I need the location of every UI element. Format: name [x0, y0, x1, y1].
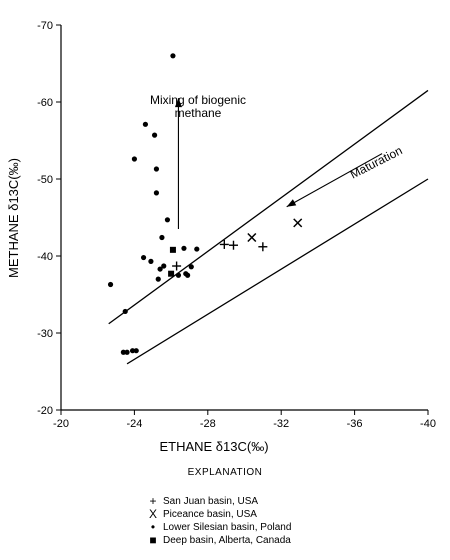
legend-heading: EXPLANATION	[187, 467, 263, 478]
legend-item: + San Juan basin, USA	[143, 495, 291, 508]
legend-item: ■ Deep basin, Alberta, Canada	[143, 534, 291, 547]
legend-label: Piceance basin, USA	[163, 509, 257, 520]
piceance-point	[247, 232, 257, 243]
data-points	[107, 53, 303, 355]
x-tick-label: -20	[53, 418, 69, 430]
silesian-point	[129, 348, 136, 354]
silesian-point	[153, 190, 160, 196]
silesian-point	[161, 263, 167, 269]
silesian-point	[194, 246, 200, 252]
silesian-point	[142, 121, 149, 127]
silesian-point	[159, 234, 165, 241]
mixing-annotation-line2: methane	[175, 106, 222, 120]
legend-item: • Lower Silesian basin, Poland	[143, 520, 292, 534]
silesian-point	[124, 349, 130, 355]
y-axis-title-text: METHANE δ13C(‰)	[6, 158, 21, 278]
alberta-point	[169, 246, 176, 253]
y-tick-label: -40	[37, 251, 53, 263]
mixing-arrow-head	[174, 98, 182, 108]
silesian-point	[131, 156, 137, 162]
mixing-annotation-line1: Mixing of biogenic	[150, 93, 246, 107]
alberta-point	[168, 270, 175, 277]
legend-label: Lower Silesian basin, Poland	[163, 522, 292, 533]
x-tick-label: -24	[126, 418, 142, 430]
san-juan-point	[172, 261, 182, 271]
x-tick-label: -40	[420, 418, 436, 430]
san-juan-point	[228, 240, 238, 250]
silesian-point	[148, 258, 154, 264]
silesian-point	[155, 276, 161, 282]
silesian-point	[170, 53, 176, 59]
y-axis-title: METHANE δ13C(‰)	[6, 158, 21, 278]
legend: + San Juan basin, USA X Piceance basin, …	[143, 495, 291, 547]
square-marker-icon: ■	[149, 533, 157, 547]
y-tick-label: -30	[37, 328, 53, 340]
silesian-point	[133, 348, 139, 354]
maturation-arrow-line	[286, 153, 383, 208]
bounding-lines	[108, 89, 429, 365]
legend-item: X Piceance basin, USA	[143, 508, 291, 521]
plus-marker-icon: +	[149, 494, 157, 508]
x-tick-label: -36	[347, 418, 363, 430]
san-juan-point	[258, 242, 268, 252]
silesian-point	[120, 349, 126, 355]
y-tick-label: -60	[37, 97, 53, 109]
trend-arrows	[174, 98, 383, 230]
piceance-point	[293, 218, 303, 228]
san-juan-point	[219, 239, 229, 249]
y-tick-label: -70	[37, 20, 53, 32]
maturation-annotation: Maturation	[348, 143, 405, 181]
x-tick-label: -28	[200, 418, 216, 430]
silesian-point	[181, 245, 187, 251]
x-marker-icon: X	[148, 507, 157, 521]
upper-bound-line	[108, 89, 429, 325]
silesian-point	[188, 264, 194, 270]
silesian-point	[122, 308, 128, 315]
plot-frame	[60, 25, 428, 411]
y-tick-label: -20	[37, 405, 53, 417]
silesian-point	[157, 266, 163, 272]
x-tick-label: -32	[273, 418, 289, 430]
silesian-point	[164, 217, 171, 223]
silesian-point	[153, 166, 160, 172]
y-tick-label: -50	[37, 174, 53, 186]
scatter-chart: -20 -24 -28 -32 -36 -40 -20 -30 -40 -50 -60 -70 Mix…	[6, 20, 436, 454]
legend-label: Deep basin, Alberta, Canada	[163, 535, 291, 546]
axis-ticks: -20 -24 -28 -32 -36 -40 -20 -30 -40 -50 -60 -70	[37, 20, 436, 430]
maturation-arrow-head	[286, 199, 297, 207]
dot-marker-icon: •	[150, 520, 156, 534]
silesian-point	[175, 272, 182, 278]
silesian-point	[107, 281, 114, 288]
legend-label: San Juan basin, USA	[163, 496, 259, 507]
piceance-point-b	[247, 232, 257, 243]
x-axis-title-text: ETHANE δ13C(‰)	[159, 439, 268, 454]
silesian-point	[140, 254, 147, 261]
silesian-point	[185, 272, 191, 278]
piceance-point-b	[293, 218, 303, 228]
x-axis-title: ETHANE δ13C(‰)	[159, 439, 268, 454]
lower-bound-line	[126, 178, 429, 365]
silesian-point	[151, 132, 158, 138]
